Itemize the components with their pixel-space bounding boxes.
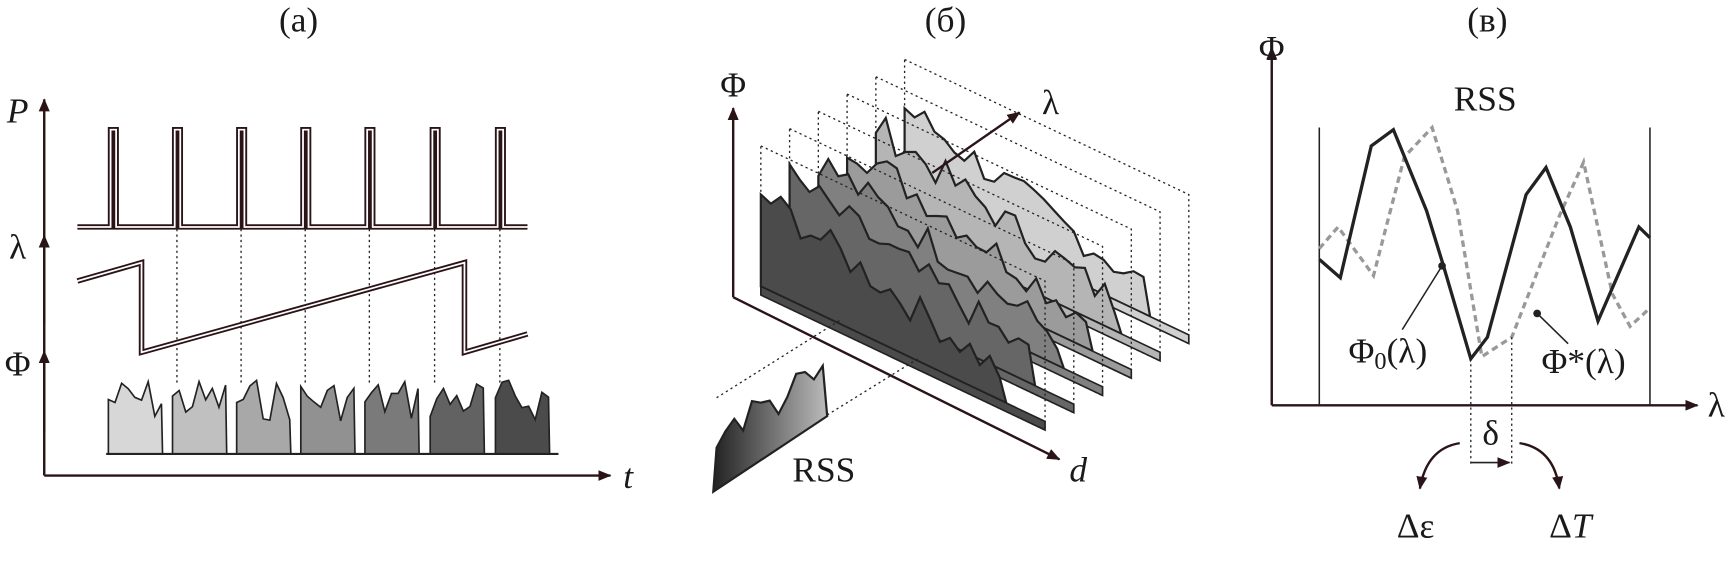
spectrum-slab: [903, 105, 1152, 319]
spectrum: [494, 379, 551, 455]
panel-title: (б): [925, 1, 967, 40]
sweep: [77, 261, 528, 354]
shift-label: δ: [1482, 414, 1499, 453]
spectrum: [235, 378, 292, 455]
axis-label: t: [623, 457, 634, 496]
pulse-train: [77, 128, 528, 228]
axis-label: P: [6, 92, 29, 131]
guide: [826, 358, 919, 416]
slab-edge: [760, 285, 1046, 432]
shifted-curve: [1318, 124, 1652, 360]
panel-title: (в): [1467, 1, 1507, 40]
axis-label: λ: [9, 228, 26, 267]
curve-label: Φ0(λ): [1348, 332, 1427, 375]
reference-curve: [1318, 127, 1652, 363]
spectrum: [171, 378, 228, 455]
axis-label: d: [1069, 451, 1087, 490]
spectrum-slab: [817, 156, 1066, 371]
spectrum: [299, 383, 356, 455]
curve-label: Φ*(λ): [1541, 343, 1625, 382]
axis: [732, 296, 1061, 461]
leader: [1401, 265, 1443, 331]
effect-label: Δε: [1397, 507, 1435, 546]
axis-label: λ: [1042, 83, 1059, 122]
axis-label: Φ: [5, 345, 31, 384]
effect-arrow: [1519, 441, 1564, 490]
effect-label: ΔT: [1549, 507, 1594, 546]
inset-spectrum: [712, 362, 829, 494]
panel-b-drawing: [712, 58, 1190, 494]
axis-label: Φ: [1259, 29, 1285, 68]
axis-label: Φ: [720, 66, 746, 105]
spectrum: [429, 382, 486, 455]
axis: [931, 111, 1021, 174]
panel-title: (а): [279, 1, 318, 40]
guide: [716, 319, 841, 399]
prefix: Δ: [1549, 507, 1572, 546]
leader: [1536, 312, 1569, 345]
panel-a-drawing: [76, 126, 559, 456]
argument: (λ): [1387, 332, 1428, 371]
subscript: 0: [1374, 349, 1386, 375]
spectrum: [364, 379, 420, 455]
spectrum-slab: [759, 191, 1008, 405]
inset-label: RSS: [792, 451, 855, 490]
symbol: T: [1572, 507, 1594, 546]
spectrum-slab: [845, 155, 1095, 354]
curve-title: RSS: [1454, 80, 1517, 119]
symbol: Φ: [1348, 332, 1374, 371]
spectrum: [107, 378, 164, 455]
axis-label: λ: [1708, 386, 1725, 425]
effect-arrow: [1416, 441, 1460, 490]
spectrum-slab: [874, 115, 1124, 336]
spectrum-slab: [788, 160, 1037, 388]
